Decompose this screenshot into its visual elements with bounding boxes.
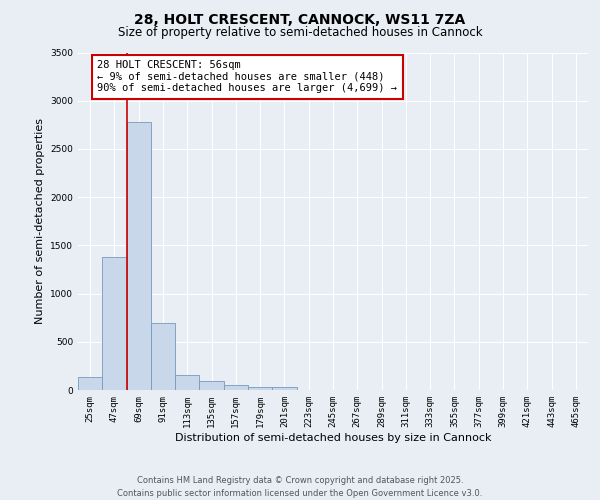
Bar (224, 385, 248, 390)
Text: 28 HOLT CRESCENT: 56sqm
← 9% of semi-detached houses are smaller (448)
90% of se: 28 HOLT CRESCENT: 56sqm ← 9% of semi-det… (97, 60, 397, 94)
Bar (127, 122, 151, 390)
Bar (272, 387, 296, 390)
Text: Size of property relative to semi-detached houses in Cannock: Size of property relative to semi-detach… (118, 26, 482, 39)
Bar (248, 387, 272, 390)
X-axis label: Distribution of semi-detached houses by size in Cannock: Distribution of semi-detached houses by … (175, 432, 491, 442)
Text: Contains HM Land Registry data © Crown copyright and database right 2025.
Contai: Contains HM Land Registry data © Crown c… (118, 476, 482, 498)
Text: 28, HOLT CRESCENT, CANNOCK, WS11 7ZA: 28, HOLT CRESCENT, CANNOCK, WS11 7ZA (134, 12, 466, 26)
Y-axis label: Number of semi-detached properties: Number of semi-detached properties (35, 118, 44, 324)
Bar (175, 374, 199, 390)
Bar (199, 382, 224, 390)
Bar (78, 378, 102, 390)
Bar (102, 257, 127, 390)
Bar (151, 322, 175, 390)
